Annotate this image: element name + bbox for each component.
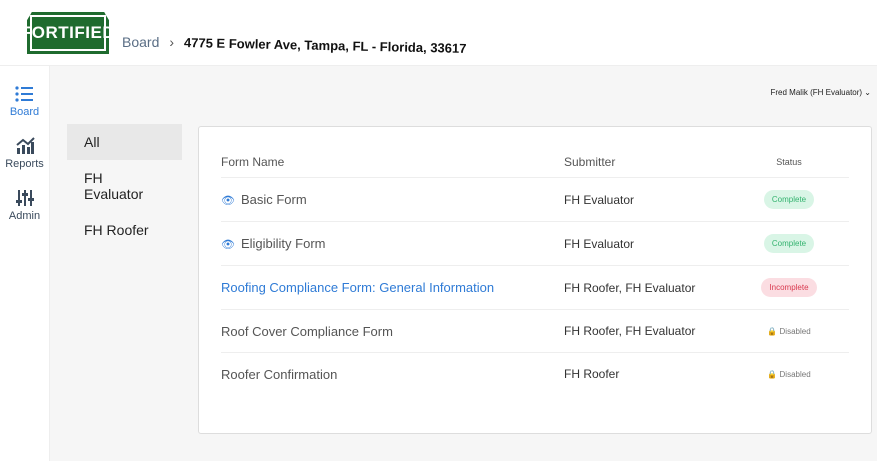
eye-icon[interactable]: 👁 xyxy=(221,239,235,251)
status-badge: Incomplete xyxy=(761,278,817,297)
filter-all[interactable]: All xyxy=(67,124,182,160)
status-disabled: Disabled xyxy=(779,326,811,336)
sidebar-item-reports[interactable]: Reports xyxy=(5,136,44,170)
form-name: Roofer Confirmation xyxy=(221,366,338,382)
eye-icon[interactable]: 👁 xyxy=(221,195,235,207)
forms-card: Form Name Submitter Status 👁 Basic Form F… xyxy=(198,126,872,434)
sliders-icon xyxy=(15,190,34,206)
submitter: FH Roofer, FH Evaluator xyxy=(563,265,729,310)
header: FORTIFIED Board › 4775 E Fowler Ave, Tam… xyxy=(0,0,877,66)
lock-icon: 🔒 xyxy=(767,369,778,379)
breadcrumb: Board › 4775 E Fowler Ave, Tampa, FL - F… xyxy=(122,34,467,55)
header-submitter: Submitter xyxy=(563,147,729,178)
form-name[interactable]: Basic Form xyxy=(240,192,307,207)
list-icon xyxy=(15,86,34,102)
status-badge: Complete xyxy=(763,234,815,253)
user-menu[interactable]: Fred Malik (FH Evaluator) ⌄ xyxy=(770,88,872,97)
form-name[interactable]: Eligibility Form xyxy=(240,236,326,251)
main-content: Fred Malik (FH Evaluator) ⌄ All FH Evalu… xyxy=(50,66,877,461)
filter-fh-roofer[interactable]: FH Roofer xyxy=(84,222,149,238)
breadcrumb-current: 4775 E Fowler Ave, Tampa, FL - Florida, … xyxy=(183,34,467,56)
submitter: FH Evaluator xyxy=(563,177,729,222)
sidebar-item-label: Board xyxy=(9,106,40,118)
status-disabled: Disabled xyxy=(779,369,811,379)
chevron-right-icon: › xyxy=(169,34,175,50)
filter-list: All FH Evaluator FH Roofer xyxy=(67,124,182,248)
sidebar-item-label: Admin xyxy=(8,210,41,222)
sidebar-item-label: Reports xyxy=(5,158,44,170)
header-form-name: Form Name xyxy=(221,147,564,178)
sidebar-item-admin[interactable]: Admin xyxy=(9,188,40,222)
table-row[interactable]: Roofing Compliance Form: General Informa… xyxy=(221,265,849,310)
sidebar-item-board[interactable]: Board xyxy=(10,84,39,118)
submitter: FH Roofer, FH Evaluator xyxy=(563,309,729,353)
header-status: Status xyxy=(729,147,849,178)
filter-fh-evaluator[interactable]: FH Evaluator xyxy=(84,170,144,202)
lock-icon: 🔒 xyxy=(767,326,778,336)
table-row[interactable]: 👁 Basic Form FH Evaluator Complete xyxy=(221,177,849,222)
form-name: Roof Cover Compliance Form xyxy=(221,323,393,339)
table-row: Roof Cover Compliance Form FH Roofer, FH… xyxy=(221,309,849,353)
chart-icon xyxy=(15,137,35,154)
submitter: FH Evaluator xyxy=(563,221,729,266)
sidebar: Board Reports Admin xyxy=(0,66,50,461)
table-row: Roofer Confirmation FH Roofer 🔒 Disabled xyxy=(221,353,849,396)
table-row[interactable]: 👁 Eligibility Form FH Evaluator Complete xyxy=(221,221,849,266)
status-badge: Complete xyxy=(763,190,815,209)
breadcrumb-board[interactable]: Board xyxy=(122,34,160,50)
submitter: FH Roofer xyxy=(563,367,620,382)
form-name-link[interactable]: Roofing Compliance Form: General Informa… xyxy=(221,280,495,295)
fortified-logo[interactable]: FORTIFIED xyxy=(27,12,109,54)
forms-table: Form Name Submitter Status 👁 Basic Form F… xyxy=(221,147,849,396)
